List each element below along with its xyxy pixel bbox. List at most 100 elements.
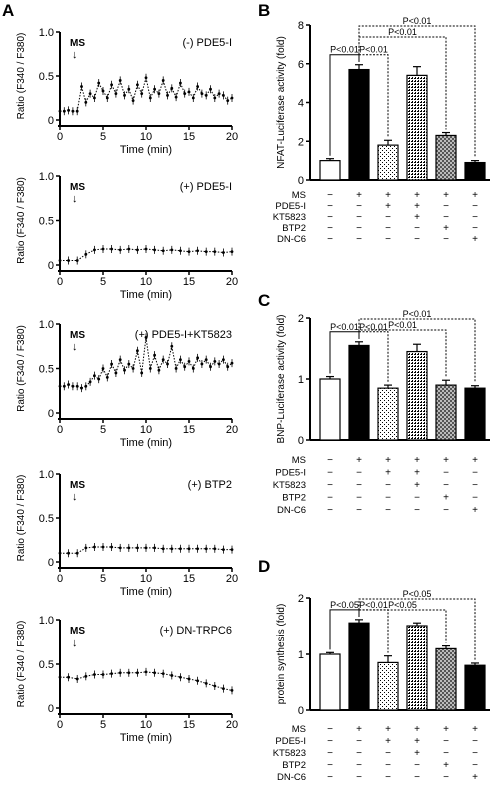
series-segment xyxy=(197,250,207,253)
data-point xyxy=(187,359,191,363)
x-tick-label: 10 xyxy=(140,719,152,731)
significance-label: P<0.05 xyxy=(403,589,432,599)
data-point xyxy=(105,376,109,379)
treatment-sign: + xyxy=(443,760,449,771)
series-segment xyxy=(171,674,181,678)
data-point xyxy=(153,671,157,675)
data-point xyxy=(196,356,200,360)
treatment-sign: − xyxy=(443,736,449,747)
treatment-label: KT5823 xyxy=(273,748,306,759)
x-tick-label: 20 xyxy=(226,131,238,143)
y-tick-label: 2 xyxy=(298,136,304,148)
treatment-sign: − xyxy=(327,724,333,735)
stim-arrow: ↓ xyxy=(72,49,78,61)
treatment-sign: + xyxy=(472,190,478,201)
stim-arrow: ↓ xyxy=(72,491,78,503)
y-tick-label: 0 xyxy=(48,115,54,127)
data-point xyxy=(196,679,200,683)
series-segment xyxy=(106,363,113,378)
treatment-label: DN-C6 xyxy=(277,772,306,783)
treatment-sign: − xyxy=(443,748,449,759)
x-tick-label: 10 xyxy=(140,573,152,585)
data-point xyxy=(222,548,225,552)
series-segment xyxy=(171,346,177,369)
series-segment xyxy=(141,77,147,94)
treatment-sign: − xyxy=(443,505,449,516)
data-point xyxy=(174,367,178,370)
series-segment xyxy=(163,673,172,676)
treatment-sign: − xyxy=(472,748,478,759)
data-point xyxy=(67,383,70,386)
y-tick-label: 0.5 xyxy=(39,71,54,83)
data-point xyxy=(148,367,152,370)
data-point xyxy=(93,248,96,252)
data-point xyxy=(157,368,161,372)
y-axis-label: NFAT-Luciferase activity (fold) xyxy=(276,36,287,169)
treatment-sign: + xyxy=(414,468,420,479)
treatment-sign: − xyxy=(385,493,391,504)
x-tick-label: 0 xyxy=(57,276,63,288)
data-point xyxy=(114,92,118,95)
panel-letter-a: A xyxy=(2,1,14,20)
data-point xyxy=(67,108,70,112)
time-course-a1: 0 0.5 1.0 0 5 10 15 20 Time (min) Ratio (F340 / F… xyxy=(16,27,238,156)
data-point xyxy=(75,384,79,388)
treatment-sign: − xyxy=(327,760,333,771)
data-point xyxy=(170,86,174,90)
series-segment xyxy=(137,671,147,674)
data-point xyxy=(80,85,83,88)
series-segment xyxy=(180,250,190,253)
series-segment xyxy=(197,680,207,684)
series-segment xyxy=(102,368,108,378)
series-segment xyxy=(149,88,156,99)
treatment-sign: − xyxy=(356,736,362,747)
y-tick-label: 4 xyxy=(298,98,304,110)
series-segment xyxy=(163,249,172,252)
y-tick-label: 2 xyxy=(298,593,304,605)
data-point xyxy=(170,248,174,252)
data-point xyxy=(110,247,113,251)
data-point xyxy=(204,250,208,254)
series-segment xyxy=(132,350,138,369)
data-point xyxy=(62,109,66,113)
data-point xyxy=(200,362,204,366)
treatment-sign: + xyxy=(414,190,420,201)
treatment-sign: + xyxy=(385,201,391,212)
bar xyxy=(377,661,399,711)
series-segment xyxy=(85,674,95,677)
treatment-sign: − xyxy=(356,772,362,783)
x-tick-label: 20 xyxy=(226,276,238,288)
series-segment xyxy=(175,82,181,98)
treatment-sign: − xyxy=(472,201,478,212)
data-point xyxy=(101,247,105,251)
bar xyxy=(406,350,428,441)
data-point xyxy=(187,90,191,94)
data-point xyxy=(161,249,165,253)
data-point xyxy=(136,349,139,353)
x-tick-label: 0 xyxy=(57,131,63,143)
time-course-a5: 0 0.5 1.0 0 5 10 15 20 Time (min) Ratio (F340 / F… xyxy=(16,615,238,744)
significance-label: P<0.01 xyxy=(359,322,388,332)
data-point xyxy=(222,251,225,254)
significance-label: P<0.01 xyxy=(330,322,359,332)
treatment-label: PDE5-I xyxy=(275,736,306,747)
treatment-label: BTP2 xyxy=(282,760,306,771)
panel-letter-c: C xyxy=(258,291,270,310)
data-point xyxy=(93,673,96,676)
data-point xyxy=(213,359,217,363)
data-point xyxy=(105,96,109,100)
y-tick-label: 2 xyxy=(298,313,304,325)
data-point xyxy=(166,362,169,366)
data-point xyxy=(127,87,131,91)
data-point xyxy=(71,384,75,388)
data-point xyxy=(127,247,131,251)
data-point xyxy=(209,87,212,91)
data-point xyxy=(123,93,126,97)
x-tick-label: 15 xyxy=(183,719,195,731)
treatment-sign: − xyxy=(327,748,333,759)
y-tick-label: 0.5 xyxy=(39,216,54,228)
x-tick-label: 15 xyxy=(183,276,195,288)
data-point xyxy=(127,671,131,675)
data-point xyxy=(183,365,187,369)
treatment-sign: + xyxy=(414,724,420,735)
